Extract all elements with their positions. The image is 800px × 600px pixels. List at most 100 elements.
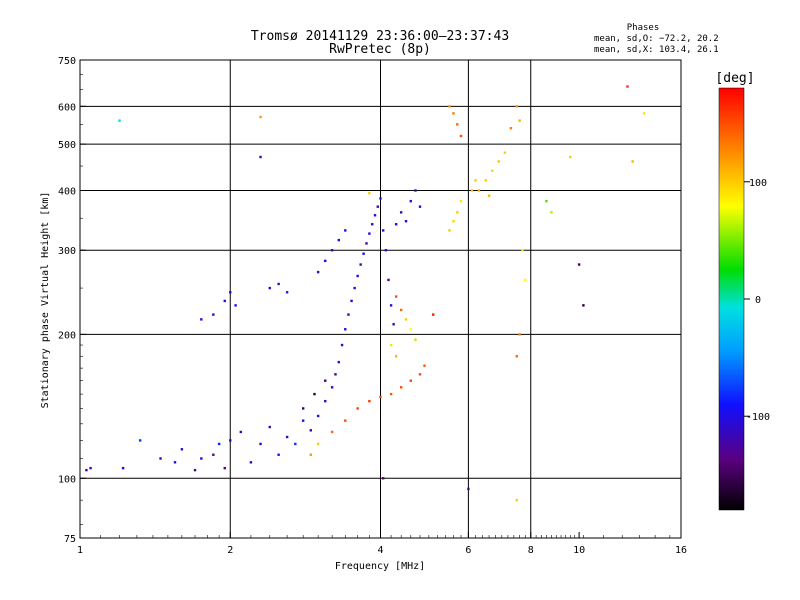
data-point-o <box>268 425 271 429</box>
data-point-o <box>371 223 374 226</box>
data-point-o <box>313 392 316 396</box>
data-point-x <box>414 338 417 341</box>
data-point-x <box>484 179 487 182</box>
data-point-x <box>394 355 398 358</box>
data-point-x <box>394 295 398 298</box>
data-point-o <box>85 468 88 472</box>
data-point-o <box>414 189 417 192</box>
data-point-o <box>316 270 320 274</box>
data-point-o <box>330 386 334 389</box>
data-point-o <box>159 457 162 460</box>
data-point-x <box>399 386 403 389</box>
data-point-x <box>368 399 371 403</box>
data-point-o <box>379 197 382 200</box>
data-point-x <box>379 395 382 399</box>
data-point-x <box>642 112 646 115</box>
data-point-o <box>359 263 362 266</box>
data-points <box>85 85 646 502</box>
y-axis-label: Stationary phase Virtual Height [km] <box>40 192 51 409</box>
data-point-o <box>301 407 305 410</box>
data-point-x <box>381 477 385 480</box>
data-point-o <box>193 468 197 472</box>
data-point-x <box>518 119 521 122</box>
data-point-x <box>550 211 553 214</box>
data-point-x <box>316 442 320 446</box>
data-point-o <box>217 442 221 446</box>
data-point-x <box>409 379 412 382</box>
y-tick-label: 600 <box>58 102 76 113</box>
data-point-x <box>399 308 403 312</box>
data-point-x <box>456 123 459 126</box>
data-point-x <box>524 278 527 282</box>
data-point-o <box>353 286 356 290</box>
data-point-o <box>368 232 371 235</box>
data-point-x <box>467 487 470 491</box>
x-tick-label: 1 <box>77 545 83 556</box>
data-point-o <box>277 282 280 286</box>
data-point-o <box>259 442 262 446</box>
data-point-o <box>200 318 203 321</box>
chart-title: Tromsø 20141129 23:36:00–23:37:43 <box>251 29 509 44</box>
data-point-o <box>285 291 289 294</box>
data-point-x <box>491 169 494 172</box>
data-point-x <box>470 189 474 192</box>
y-tick-label: 750 <box>58 56 76 67</box>
data-point-o <box>394 223 398 226</box>
data-point-o <box>309 429 312 432</box>
data-point-o <box>334 373 337 376</box>
data-point-o <box>234 304 237 307</box>
data-point-x <box>259 155 262 159</box>
data-point-o <box>268 286 271 290</box>
data-point-o <box>340 343 344 347</box>
data-point-x <box>118 119 121 122</box>
x-tick-label: 2 <box>227 545 233 556</box>
data-point-x <box>409 328 412 331</box>
x-ticks: 1 2 4 6 8 10 16 <box>77 532 687 556</box>
colorbar-scale <box>718 87 745 511</box>
data-point-o <box>409 199 412 203</box>
data-point-x <box>389 392 393 396</box>
y-tick-label: 500 <box>58 140 76 151</box>
colorbar-tick-label: 100 <box>749 178 767 189</box>
y-ticks: 75 100 200 300 400 500 600 750 <box>58 56 86 545</box>
stats-o: mean, sd,O: −72.2, 20.2 <box>594 34 719 44</box>
data-point-o <box>212 313 215 316</box>
data-point-x <box>330 430 334 434</box>
data-point-x <box>509 126 513 130</box>
data-point-o <box>324 399 327 403</box>
data-point-x <box>448 105 451 108</box>
data-point-o <box>180 448 184 451</box>
data-point-x <box>518 333 521 336</box>
data-point-o <box>223 299 226 303</box>
data-point-o <box>324 259 327 263</box>
data-point-x <box>404 318 408 321</box>
data-point-o <box>362 252 365 255</box>
data-point-o <box>173 461 177 464</box>
data-point-x <box>309 453 312 456</box>
data-point-o <box>121 466 125 470</box>
data-point-x <box>474 179 477 182</box>
data-point-o <box>229 439 232 442</box>
data-point-o <box>344 328 347 331</box>
data-point-o <box>418 205 422 208</box>
data-point-o <box>381 229 385 232</box>
data-point-o <box>138 439 142 442</box>
data-point-o <box>239 430 243 434</box>
data-point-o <box>294 442 297 446</box>
data-point-x <box>577 263 581 266</box>
data-point-o <box>376 205 379 208</box>
data-point-x <box>431 313 435 316</box>
data-point-o <box>285 435 289 439</box>
y-tick-label: 400 <box>58 186 76 197</box>
data-point-x <box>389 343 393 347</box>
data-point-o <box>277 453 280 456</box>
data-point-x <box>545 199 548 203</box>
data-point-o <box>373 214 377 217</box>
data-point-x <box>626 85 629 88</box>
data-point-o <box>301 419 305 422</box>
data-point-x <box>452 112 455 115</box>
data-point-x <box>503 151 507 154</box>
data-point-o <box>384 249 388 252</box>
stats-x: mean, sd,X: 103.4, 26.1 <box>594 45 719 55</box>
